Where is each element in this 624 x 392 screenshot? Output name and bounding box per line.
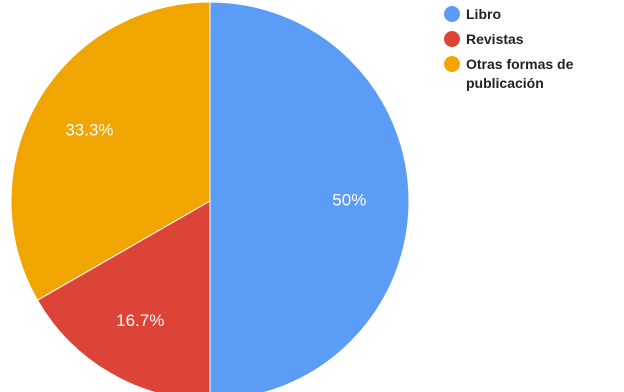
pie-chart: 50% 16.7% 33.3% bbox=[10, 1, 410, 392]
pie-slice-otras-formas[interactable] bbox=[10, 1, 211, 301]
data-label-otras-formas: 33.3% bbox=[65, 121, 113, 140]
pie-slice-revistas[interactable] bbox=[36, 200, 211, 392]
legend-swatch-libro bbox=[444, 6, 460, 22]
pie-slice-libro[interactable] bbox=[209, 1, 410, 392]
legend-label-revistas: Revistas bbox=[466, 31, 524, 47]
legend-item-otras-formas[interactable]: Otras formas de publicación bbox=[444, 55, 624, 93]
legend-swatch-revistas bbox=[444, 31, 460, 47]
data-label-libro: 50% bbox=[332, 190, 366, 209]
legend-label-otras-formas: Otras formas de publicación bbox=[466, 56, 574, 91]
legend-swatch-otras-formas bbox=[444, 56, 460, 72]
legend: Libro Revistas Otras formas de publicaci… bbox=[444, 5, 624, 99]
legend-item-revistas[interactable]: Revistas bbox=[444, 30, 624, 49]
legend-item-libro[interactable]: Libro bbox=[444, 5, 624, 24]
legend-label-libro: Libro bbox=[466, 6, 501, 22]
data-label-revistas: 16.7% bbox=[116, 311, 164, 330]
